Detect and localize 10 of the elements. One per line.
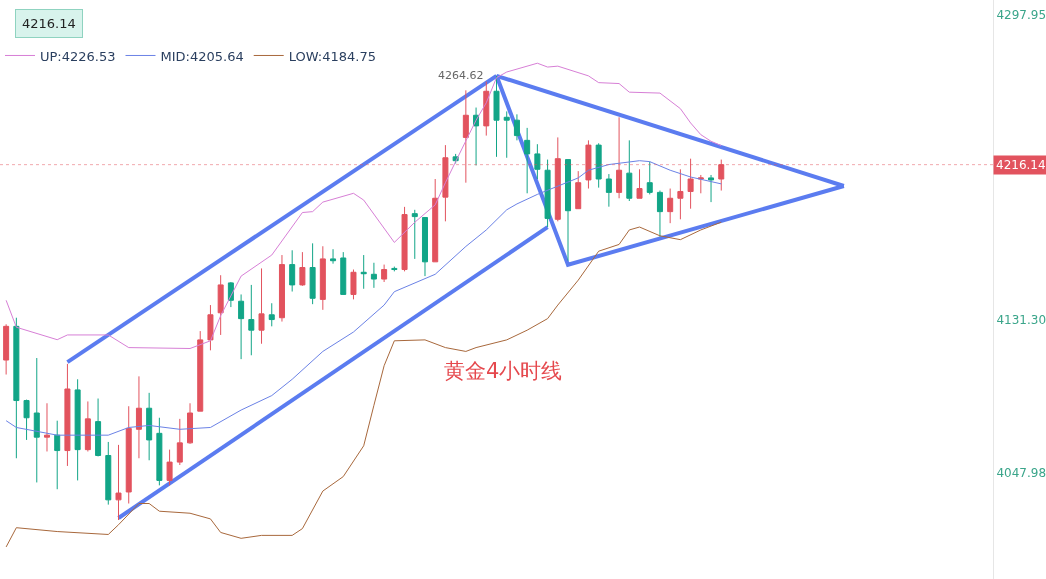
y-tick-label: 4297.95 xyxy=(996,7,1046,22)
legend-label: MID:4205.64 xyxy=(160,48,244,64)
ref-line-label: 4216.14 xyxy=(996,158,1046,172)
y-tick-label: 4047.98 xyxy=(996,465,1046,480)
annotation: 4216.14 xyxy=(22,16,76,31)
y-tick-label: 4131.30 xyxy=(996,313,1046,328)
legend-label: UP:4226.53 xyxy=(40,48,116,64)
annotation: 黄金4小时线 xyxy=(444,359,563,383)
annotation: 4264.62 xyxy=(438,69,484,82)
legend-label: LOW:4184.75 xyxy=(288,48,376,64)
